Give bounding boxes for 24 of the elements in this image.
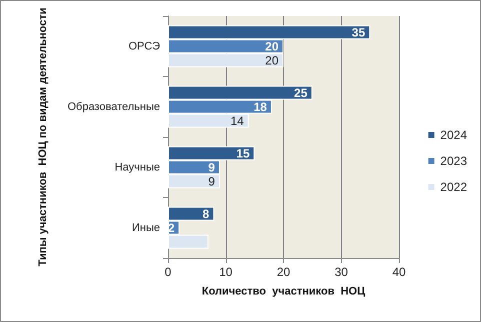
data-label: 35 (352, 25, 366, 40)
legend-label: 2023 (440, 154, 468, 168)
legend-label: 2022 (440, 180, 468, 194)
y-tick-label: ОРСЭ (128, 40, 160, 52)
data-label: 25 (294, 86, 308, 100)
legend-label: 2024 (440, 128, 468, 142)
data-label: 15 (236, 146, 250, 160)
data-label: 18 (254, 100, 268, 114)
data-label: 8 (202, 206, 210, 221)
y-axis-title: Типы участников НОЦ по видам деятельности (37, 8, 49, 266)
x-tick-label: 40 (392, 265, 406, 279)
x-tick-label: 0 (164, 265, 172, 279)
data-label: 20 (265, 39, 279, 54)
x-tick-label: 30 (334, 265, 348, 279)
data-label: 20 (265, 53, 279, 68)
x-tick-label: 20 (276, 265, 290, 279)
y-tick-label: Иные (132, 222, 160, 234)
x-tick-label: 10 (219, 265, 233, 279)
data-label: 9 (208, 174, 216, 188)
y-tick-label: Научные (114, 161, 160, 174)
data-label: 9 (208, 160, 216, 174)
x-axis-title: Количество участников НОЦ (202, 286, 366, 298)
data-label: 14 (230, 114, 244, 128)
y-tick-label: Образовательные (67, 100, 160, 113)
